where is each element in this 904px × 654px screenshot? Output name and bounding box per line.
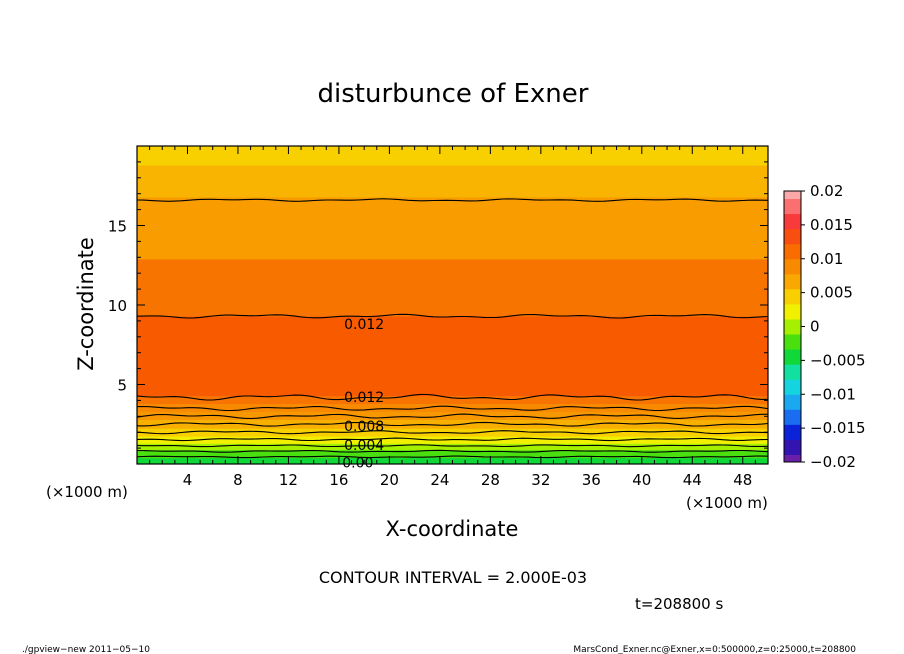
contour-line [136,455,769,459]
footer-left: ./gpview−new 2011−05−10 [22,645,150,654]
colorbar-swatch [784,439,801,455]
contour-line [136,430,769,435]
contour-line [136,198,769,202]
plot-area [136,145,769,465]
colorbar-swatch [784,349,801,365]
filled-band [137,165,768,198]
contour-lines [136,198,769,459]
y-tick-label: 5 [117,377,127,395]
axis-ticks [137,146,768,464]
footer-right: MarsCond_Exner.nc@Exner,x=0:500000,z=0:2… [573,645,856,654]
contour-line [136,437,769,442]
x-tick-label: 4 [183,471,193,489]
colorbar-tick-labels: 0.02 0.015 0.01 0.005 0 −0.005 −0.01 −0.015 −0.0… [801,182,866,471]
x-tick-label: 44 [683,471,702,489]
colorbar-swatch [784,424,801,440]
contour-label: 0.012 [344,390,384,406]
colorbar-swatch [784,318,801,335]
filled-band [137,196,768,260]
contour-label: 0.00 [342,455,373,471]
x-tick-label: 12 [279,471,298,489]
colorbar-tick-label: −0.02 [810,453,856,471]
colorbar-swatch [784,394,801,410]
colorbar-tick-label: 0.02 [810,182,843,200]
colorbar-tick-label: −0.01 [810,385,856,403]
y-tick-labels: 5 10 15 [108,218,127,395]
y-tick-label: 10 [108,297,127,315]
contour-label: 0.004 [344,438,384,454]
colorbar-tick-label: 0.01 [810,250,843,268]
filled-band [137,258,768,317]
filled-band [137,316,768,397]
x-tick-label: 20 [380,471,399,489]
contour-interval-note: CONTOUR INTERVAL = 2.000E-03 [319,568,587,587]
filled-band [137,419,768,429]
colorbar-swatch [784,334,801,350]
contour-line [136,393,769,401]
time-label: t=208800 s [635,595,723,613]
x-tick-label: 40 [632,471,651,489]
contour-line [136,413,769,420]
colorbar-swatch [784,303,801,320]
x-tick-label: 36 [582,471,601,489]
colorbar-tick-label: −0.015 [810,419,866,437]
colorbar-swatch [784,409,801,425]
colorbar-swatch [784,454,801,463]
y-axis-label: Z-coordinate [74,237,98,371]
x-tick-label: 28 [481,471,500,489]
colorbar-swatch [784,288,801,305]
colorbar-tick-label: 0.005 [810,284,853,302]
colorbar-swatch [784,273,801,290]
contour-line [136,313,769,319]
x-tick-label: 48 [733,471,752,489]
contour-label: 0.012 [344,317,384,333]
x-tick-label: 32 [531,471,550,489]
filled-band [137,146,768,166]
y-tick-label: 15 [108,218,127,236]
colorbar-swatch [784,228,801,245]
x-axis-unit: (×1000 m) [686,494,768,512]
filled-band [137,411,768,420]
x-tick-label: 16 [329,471,348,489]
contour-label: 0.008 [344,419,384,435]
contour-line [136,421,769,427]
colorbar [783,190,802,463]
x-tick-labels: 4 8 12 16 20 24 28 32 36 40 44 48 [183,471,753,489]
filled-band [137,443,768,451]
y-axis-unit: (×1000 m) [46,483,128,501]
colorbar-swatch [784,364,801,380]
contour-line [136,444,769,448]
colorbar-swatch [784,213,801,230]
colorbar-tick-label: 0 [810,318,820,336]
filled-band [137,449,768,459]
colorbar-swatch [784,243,801,260]
x-axis-label: X-coordinate [386,517,519,541]
colorbar-swatch [784,379,801,395]
x-tick-label: 24 [430,471,449,489]
filled-band [137,395,768,405]
chart-title: disturbunce of Exner [318,79,589,109]
filled-band [137,403,768,413]
x-tick-label: 8 [233,471,243,489]
colorbar-swatch [784,258,801,275]
colorbar-swatch [784,198,801,215]
contour-line [136,405,769,412]
colorbar-tick-label: −0.005 [810,351,866,369]
colorbar-tick-label: 0.015 [810,216,853,234]
colorbar-swatch [784,191,801,200]
contour-line [136,449,769,453]
